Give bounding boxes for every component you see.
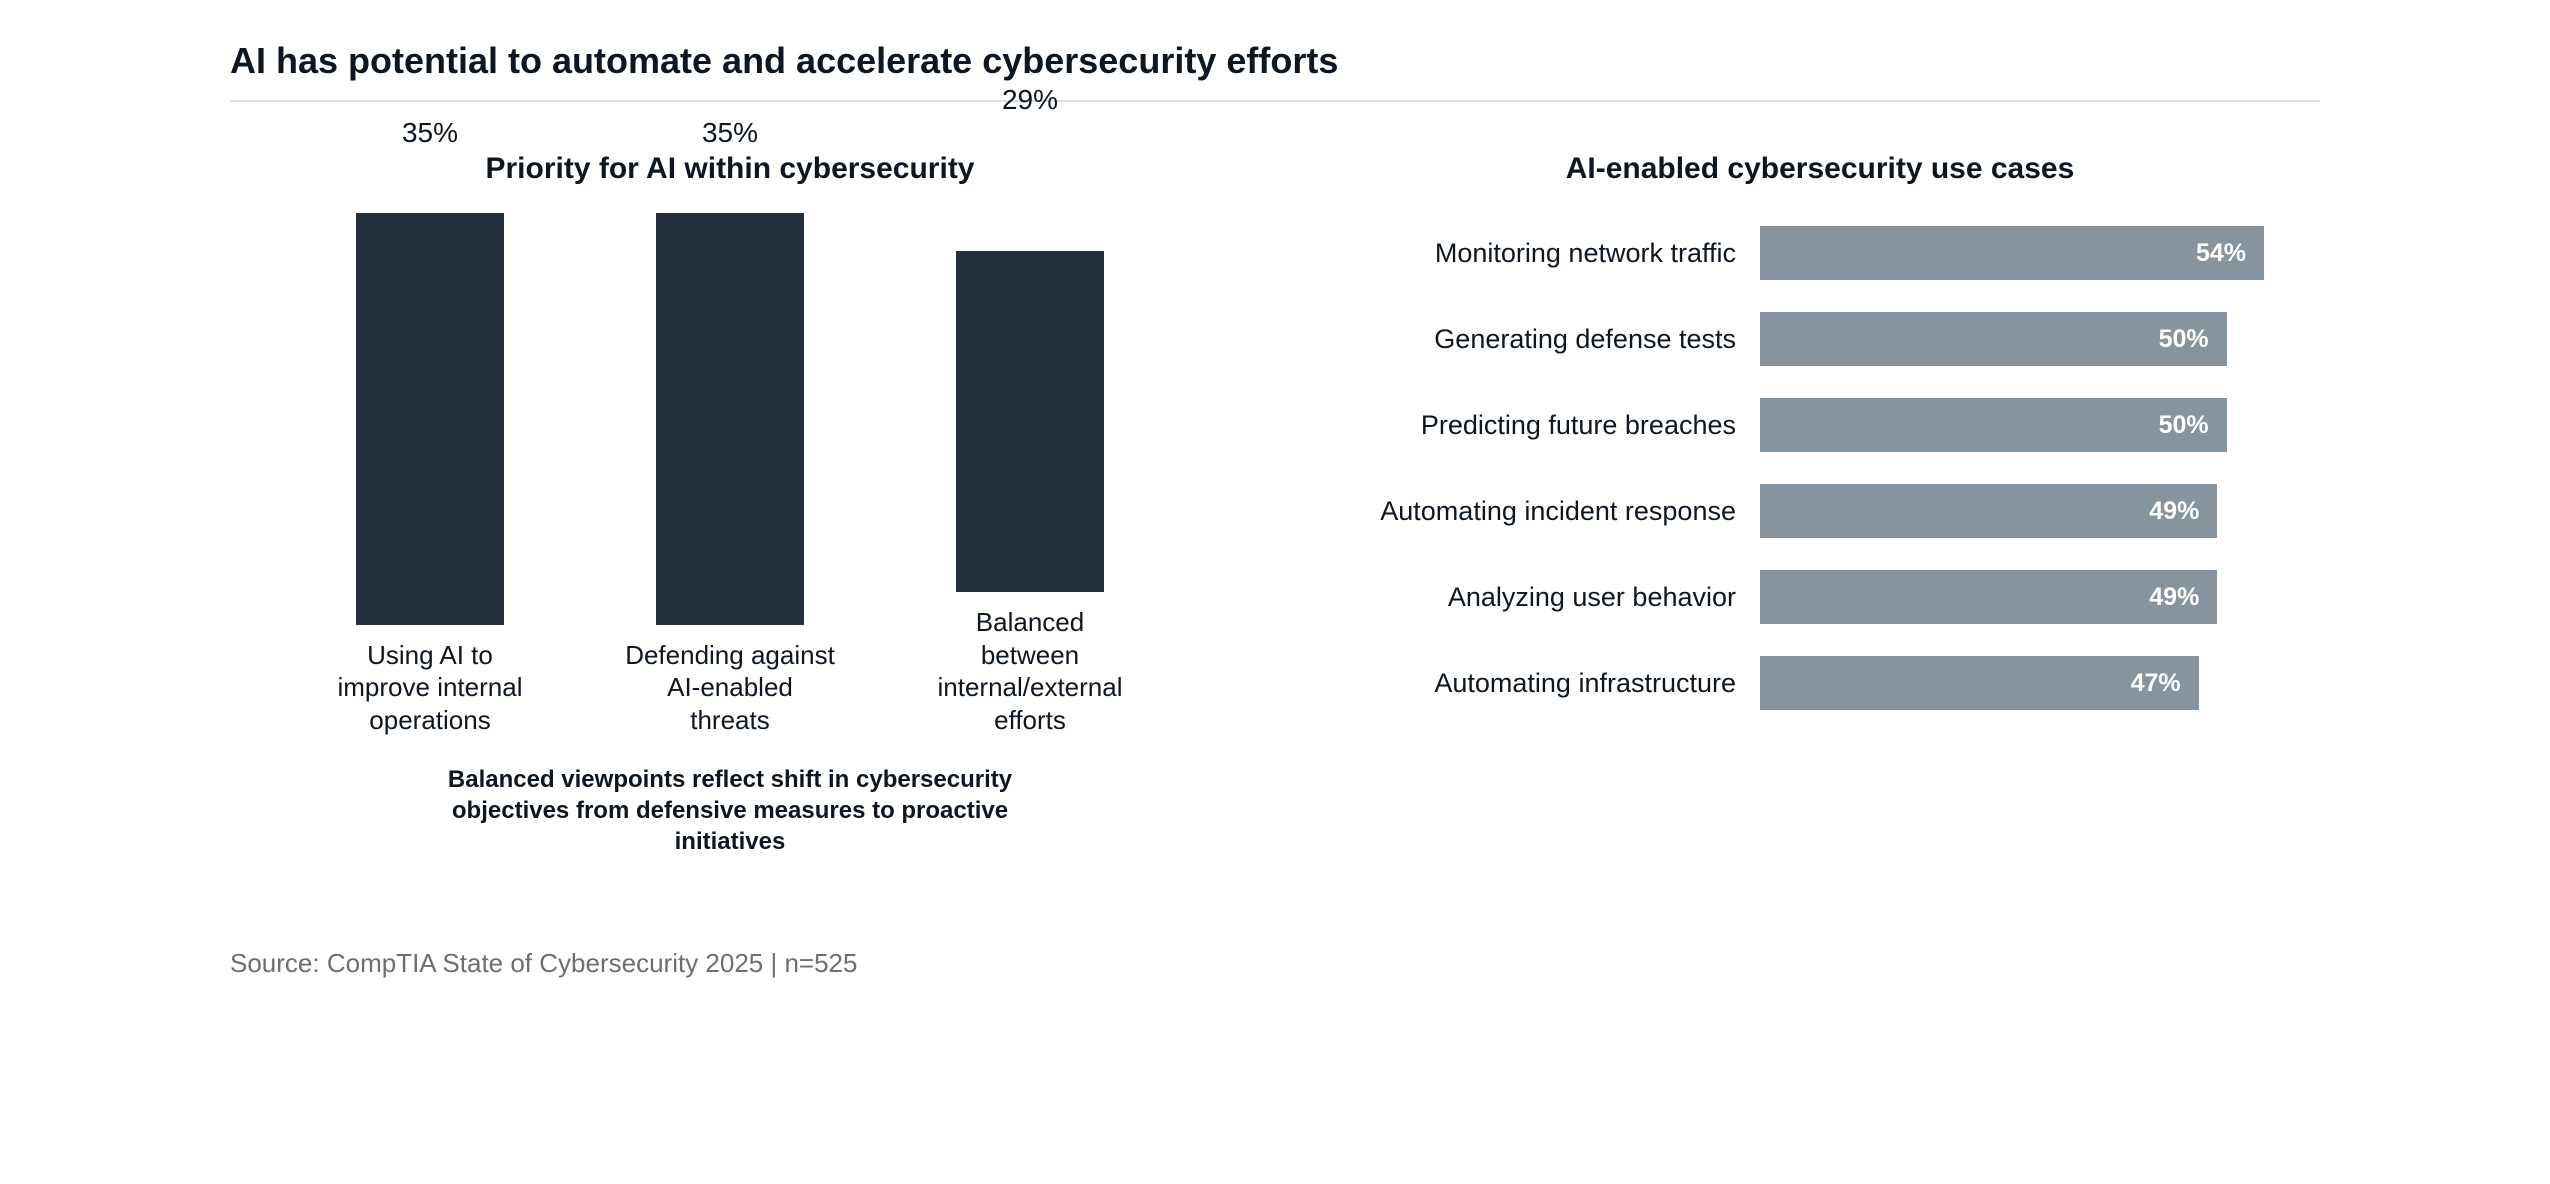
hbar-label: Automating incident response (1320, 495, 1760, 527)
vbar-track (956, 122, 1104, 592)
hbar-track: 49% (1760, 484, 2320, 538)
hbar-value-label: 50% (2159, 325, 2209, 354)
hbar-value-label: 54% (2196, 239, 2246, 268)
vbar-col: 35% Using AI to improve internal operati… (325, 117, 535, 737)
hbar: 47% (1760, 656, 2199, 710)
source-line: Source: CompTIA State of Cybersecurity 2… (230, 948, 2320, 979)
hbar: 54% (1760, 226, 2264, 280)
vbar-track (356, 155, 504, 625)
vbar (356, 213, 504, 624)
vbar-track (656, 155, 804, 625)
vbar-value-label: 29% (1002, 84, 1058, 116)
vbar-value-label: 35% (402, 117, 458, 149)
hbar-row: Generating defense tests 50% (1320, 312, 2320, 366)
vbar-col: 29% Balanced between internal/external e… (925, 84, 1135, 736)
hbar-label: Predicting future breaches (1320, 409, 1760, 441)
right-chart-title: AI-enabled cybersecurity use cases (1566, 152, 2075, 186)
vbar-value-label: 35% (702, 117, 758, 149)
hbar-value-label: 47% (2131, 669, 2181, 698)
hbar-track: 54% (1760, 226, 2320, 280)
vbar (656, 213, 804, 624)
page: AI has potential to automate and acceler… (0, 0, 2550, 979)
left-panel: Priority for AI within cybersecurity 35%… (230, 152, 1230, 858)
hbar-list: Monitoring network traffic 54% Generatin… (1320, 226, 2320, 710)
hbar-label: Automating infrastructure (1320, 667, 1760, 699)
hbar-label: Monitoring network traffic (1320, 237, 1760, 269)
hbar-row: Monitoring network traffic 54% (1320, 226, 2320, 280)
page-title: AI has potential to automate and acceler… (230, 40, 2320, 102)
hbar: 50% (1760, 398, 2227, 452)
hbar-row: Predicting future breaches 50% (1320, 398, 2320, 452)
hbar-row: Analyzing user behavior 49% (1320, 570, 2320, 624)
hbar-row: Automating incident response 49% (1320, 484, 2320, 538)
hbar-value-label: 49% (2149, 497, 2199, 526)
hbar: 49% (1760, 484, 2217, 538)
vbar-category-label: Defending against AI-enabled threats (625, 639, 835, 737)
hbar-row: Automating infrastructure 47% (1320, 656, 2320, 710)
hbar: 50% (1760, 312, 2227, 366)
hbar: 49% (1760, 570, 2217, 624)
right-panel: AI-enabled cybersecurity use cases Monit… (1320, 152, 2320, 858)
hbar-value-label: 49% (2149, 583, 2199, 612)
hbar-track: 50% (1760, 312, 2320, 366)
vbar-category-label: Balanced between internal/external effor… (925, 606, 1135, 736)
vbar-col: 35% Defending against AI-enabled threats (625, 117, 835, 737)
vbar (956, 251, 1104, 592)
vbar-category-label: Using AI to improve internal operations (325, 639, 535, 737)
hbar-track: 50% (1760, 398, 2320, 452)
hbar-value-label: 50% (2159, 411, 2209, 440)
hbar-label: Analyzing user behavior (1320, 581, 1760, 613)
hbar-track: 47% (1760, 656, 2320, 710)
hbar-label: Generating defense tests (1320, 323, 1760, 355)
hbar-track: 49% (1760, 570, 2320, 624)
vbar-area: 35% Using AI to improve internal operati… (325, 216, 1135, 736)
left-chart-caption: Balanced viewpoints reflect shift in cyb… (420, 764, 1040, 858)
charts-row: Priority for AI within cybersecurity 35%… (230, 152, 2320, 858)
